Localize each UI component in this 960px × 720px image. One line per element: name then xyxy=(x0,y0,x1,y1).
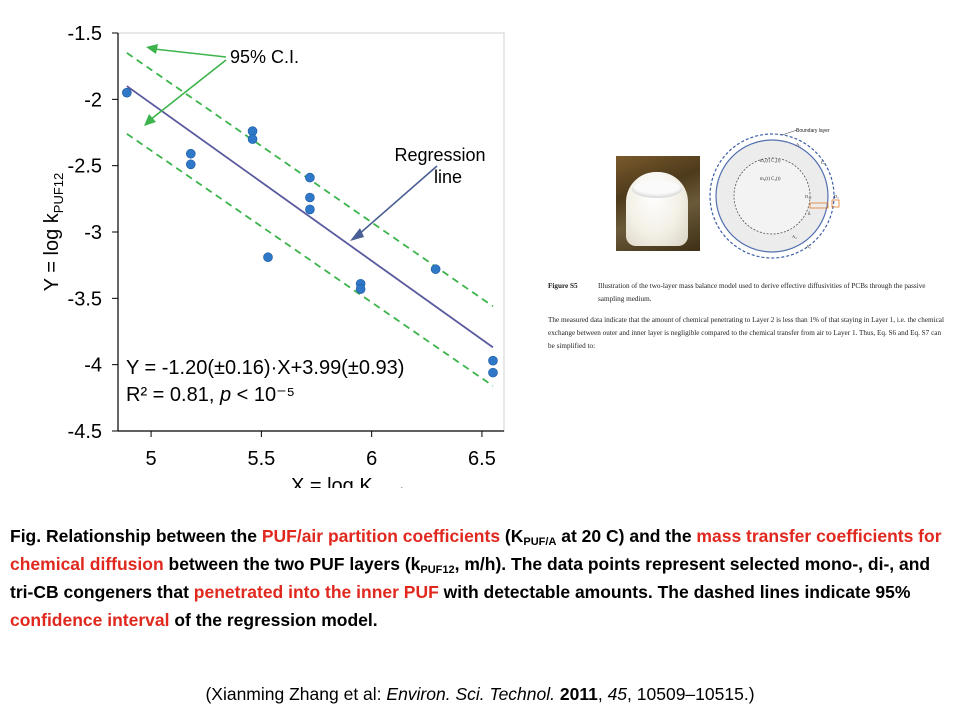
figure-s5-label: Figure S5 xyxy=(548,282,578,290)
caption-sub-kpuf12: PUF12 xyxy=(420,564,455,576)
figure-caption: Fig. Relationship between the PUF/air pa… xyxy=(10,522,950,634)
r-squared-label: R² = 0.81, p < 10⁻⁵ xyxy=(126,384,295,406)
y-tick-label: -4 xyxy=(84,355,102,377)
puf-cup-top xyxy=(632,180,682,198)
ca-label: Cₐ xyxy=(821,161,826,166)
r2-suffix: < 10⁻⁵ xyxy=(231,384,295,406)
y-tick-label: -4.5 xyxy=(68,421,102,443)
data-point xyxy=(430,264,441,274)
layer2-label: m₂(t) C₂(t) xyxy=(760,177,781,182)
data-point xyxy=(305,172,315,183)
puf-cup-shape xyxy=(626,172,688,246)
boundary-pointer xyxy=(781,129,798,136)
y-tick-label: -1.5 xyxy=(68,23,102,45)
citation-journal: Environ. Sci. Technol. xyxy=(386,684,555,704)
data-point xyxy=(122,87,132,98)
citation-volume: 45 xyxy=(607,684,628,704)
x-axis-label-main: X = log K xyxy=(291,475,373,488)
caption-part5: of the regression model. xyxy=(169,610,378,630)
scatter-chart: -1.5-2-2.5-3-3.5-4-4.555.566.5X = log KP… xyxy=(41,23,505,488)
a1-label: A₁ xyxy=(796,142,801,147)
regression-line xyxy=(126,85,494,349)
figure-s5-caption: Illustration of the two-layer mass balan… xyxy=(598,282,926,303)
caption-part2a: (K xyxy=(500,526,524,546)
data-point xyxy=(355,284,366,294)
figure-s5-body: The measured data indicate that the amou… xyxy=(548,316,944,350)
x-axis-label-sub: PUF/A xyxy=(373,485,412,488)
r2-prefix: R² = 0.81, xyxy=(126,384,220,406)
x-tick-label: 6.5 xyxy=(468,448,496,470)
caption-term-penetrated: penetrated into the inner PUF xyxy=(193,582,439,602)
y-tick-label: -2.5 xyxy=(68,156,102,178)
caption-sub-kpufa: PUF/A xyxy=(523,536,557,548)
data-point xyxy=(247,134,258,144)
figure-s5-header: Figure S5 Illustration of the two-layer m… xyxy=(548,280,948,306)
ci-arrow-upper xyxy=(153,48,227,58)
y-tick-label: -3 xyxy=(84,222,102,244)
two-layer-model-diagram: Boundary layer m₁(t) C₁(t) m₂(t) C₂(t) C… xyxy=(709,128,840,259)
y-axis-label: Y = log kPUF12 xyxy=(41,173,66,292)
y-axis-label-sub: PUF12 xyxy=(51,173,66,213)
boundary-layer-label: Boundary layer xyxy=(796,128,830,134)
da-label: Dₐ xyxy=(834,194,839,199)
x-tick-label: 6 xyxy=(366,448,377,470)
data-point xyxy=(263,252,273,263)
inner-layer-circle xyxy=(733,157,811,235)
data-point xyxy=(488,367,498,378)
a2-label: A₂ xyxy=(792,234,797,239)
x-tick-label: 5 xyxy=(146,448,157,470)
caption-prefix: Fig. Relationship between the xyxy=(10,526,262,546)
caption-part3b: , m/h). The data points represent select… xyxy=(10,554,931,602)
d12-label: D₁₂ xyxy=(805,194,812,199)
ci-lower-line xyxy=(126,133,494,387)
r2-p-symbol: p xyxy=(219,384,231,406)
ci-arrowhead-upper xyxy=(146,44,158,54)
x-axis-label: X = log KPUF/A xyxy=(291,475,411,488)
y-tick-label: -3.5 xyxy=(68,288,102,310)
figure-s5-text: Figure S5 Illustration of the two-layer m… xyxy=(548,280,948,353)
citation: (Xianming Zhang et al: Environ. Sci. Tec… xyxy=(0,684,960,705)
citation-pages: , 10509–10515.) xyxy=(627,684,755,704)
caption-part3a: between the two PUF layers (k xyxy=(163,554,421,574)
caption-part2b: at 20 C) and the xyxy=(556,526,697,546)
y-tick-label: -2 xyxy=(84,89,102,111)
regression-annotation-line2: line xyxy=(434,167,462,187)
chart-panel: -1.5-2-2.5-3-3.5-4-4.555.566.5X = log KP… xyxy=(30,20,510,488)
citation-sep: , xyxy=(597,684,608,704)
flux-marker xyxy=(831,199,840,208)
delta-label: δ xyxy=(808,212,811,217)
caption-term-confidence: confidence interval xyxy=(10,610,170,630)
regression-arrow xyxy=(357,165,438,236)
ci-arrow-lower xyxy=(149,59,227,121)
regression-arrowhead xyxy=(350,228,364,241)
ci-annotation-label: 95% C.I. xyxy=(230,47,299,67)
data-point xyxy=(185,159,196,170)
layer1-label: m₁(t) C₁(t) xyxy=(760,159,781,164)
caption-part4: with detectable amounts. The dashed line… xyxy=(438,582,911,602)
a3-label: A₃ xyxy=(806,244,811,249)
data-point xyxy=(305,192,315,203)
data-point xyxy=(305,204,315,215)
ci-arrowhead-lower xyxy=(144,114,156,126)
data-point xyxy=(488,355,498,366)
citation-year: 2011 xyxy=(559,684,598,704)
flux-arrow-box xyxy=(809,202,829,209)
regression-annotation-line1: Regression xyxy=(394,145,485,165)
caption-term-mass-transfer: mass transfer coefficients for chemical … xyxy=(10,526,942,574)
caption-term-partition: PUF/air partition coefficients xyxy=(261,526,501,546)
regression-equation: Y = -1.20(±0.16)·X+3.99(±0.93) xyxy=(126,357,404,379)
y-axis-label-main: Y = log k xyxy=(41,212,63,291)
data-point xyxy=(247,126,258,136)
puf-sampler-photo xyxy=(616,156,700,251)
boundary-layer-circle xyxy=(709,133,835,259)
x-tick-label: 5.5 xyxy=(247,448,275,470)
citation-open: (Xianming Zhang et al: xyxy=(205,684,387,704)
data-point xyxy=(185,148,196,159)
